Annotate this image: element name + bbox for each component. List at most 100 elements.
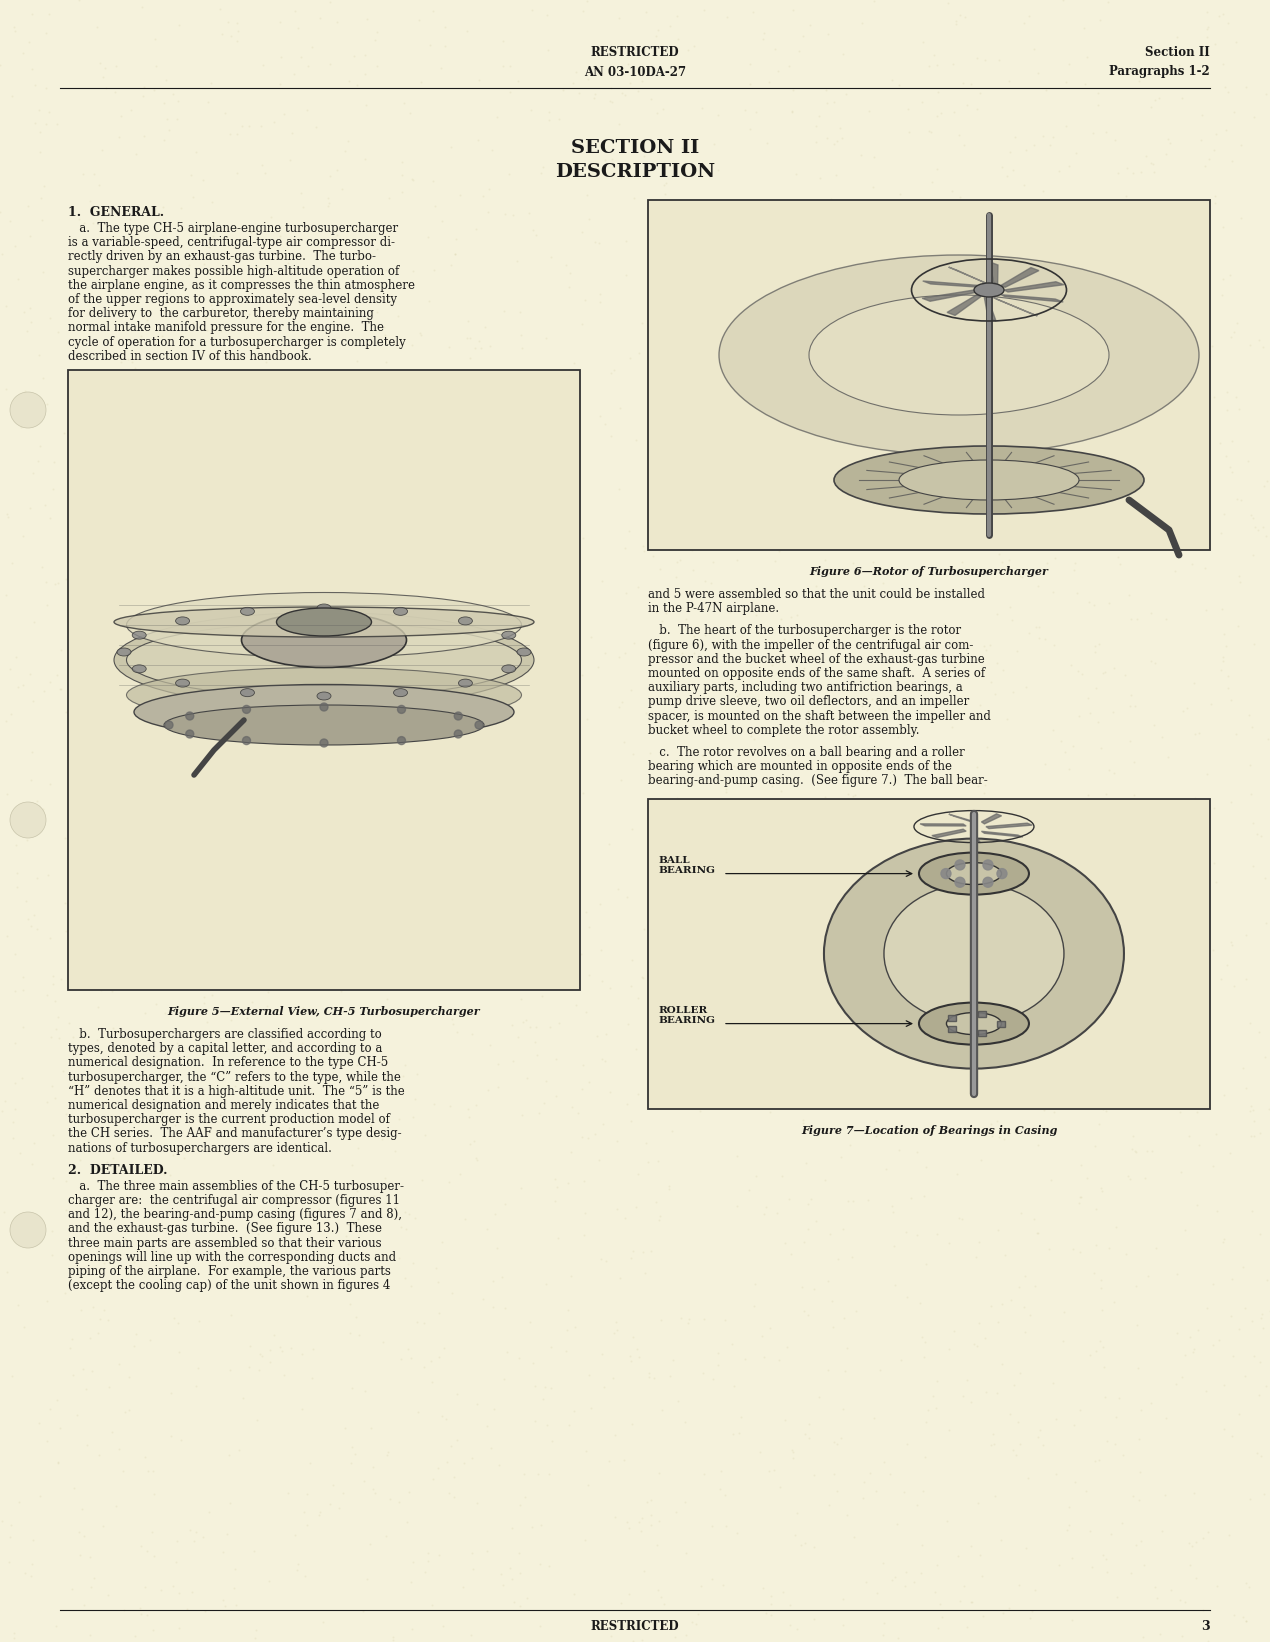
Point <box>83 363 103 389</box>
Point <box>29 1483 50 1509</box>
Point <box>827 672 847 698</box>
Text: openings will line up with the corresponding ducts and: openings will line up with the correspon… <box>69 1251 396 1264</box>
Point <box>1198 762 1218 788</box>
Point <box>48 1003 69 1030</box>
Point <box>340 1450 361 1476</box>
Point <box>424 194 444 220</box>
Point <box>263 716 283 742</box>
Point <box>671 1305 691 1332</box>
Point <box>160 1379 180 1406</box>
Point <box>144 654 164 680</box>
Point <box>447 1427 467 1453</box>
Point <box>911 1560 931 1586</box>
Point <box>431 778 451 805</box>
Point <box>649 1460 669 1486</box>
Point <box>1143 158 1163 184</box>
Point <box>720 1071 740 1097</box>
Point <box>405 1085 425 1112</box>
Point <box>602 146 622 172</box>
Point <box>660 1363 681 1389</box>
Point <box>564 350 584 376</box>
Point <box>773 1578 794 1604</box>
Point <box>248 1222 268 1248</box>
Point <box>593 1110 613 1136</box>
Point <box>258 979 278 1005</box>
Point <box>339 1171 359 1197</box>
Point <box>1231 486 1251 512</box>
Point <box>693 1305 714 1332</box>
Point <box>376 258 396 284</box>
Point <box>338 128 358 154</box>
Point <box>599 1448 620 1475</box>
Point <box>141 1053 161 1079</box>
Point <box>338 1039 358 1066</box>
Point <box>549 107 569 133</box>
Point <box>474 583 494 609</box>
Polygon shape <box>972 832 980 842</box>
Point <box>1140 1391 1161 1417</box>
Point <box>304 828 324 854</box>
Point <box>1133 934 1153 961</box>
Point <box>179 1181 199 1207</box>
Point <box>890 1346 911 1373</box>
Text: numerical designation and merely indicates that the: numerical designation and merely indicat… <box>69 1098 380 1112</box>
Point <box>1224 99 1245 125</box>
Point <box>3 1125 23 1151</box>
Point <box>502 1011 522 1038</box>
Point <box>927 156 947 182</box>
Point <box>639 1363 659 1389</box>
Point <box>620 972 640 998</box>
Point <box>495 586 516 612</box>
Point <box>874 532 894 558</box>
Point <box>667 936 687 962</box>
Point <box>189 813 210 839</box>
Point <box>118 1097 138 1123</box>
Point <box>1210 657 1231 683</box>
Point <box>1069 1397 1090 1424</box>
Point <box>316 1179 337 1205</box>
Point <box>164 635 184 662</box>
Point <box>276 1182 296 1209</box>
Point <box>678 1071 699 1097</box>
Point <box>318 796 338 823</box>
Point <box>122 499 142 525</box>
Point <box>798 709 818 736</box>
Point <box>560 1138 580 1164</box>
Point <box>1176 934 1196 961</box>
Point <box>1029 626 1049 652</box>
Point <box>579 962 599 988</box>
Text: turbosupercharger is the current production model of: turbosupercharger is the current product… <box>69 1113 390 1126</box>
Point <box>838 1187 859 1213</box>
Point <box>761 1603 781 1629</box>
Point <box>949 934 969 961</box>
Text: for delivery to  the carburetor, thereby maintaining: for delivery to the carburetor, thereby … <box>69 307 373 320</box>
Point <box>668 1387 688 1414</box>
Point <box>103 445 123 471</box>
Point <box>156 67 177 94</box>
Point <box>834 1358 855 1384</box>
Point <box>813 708 833 734</box>
Point <box>730 399 751 425</box>
Point <box>1245 631 1265 657</box>
Point <box>489 1452 509 1478</box>
Point <box>839 376 860 402</box>
Point <box>403 1548 423 1575</box>
Point <box>1010 1360 1030 1386</box>
Point <box>913 1478 933 1504</box>
Point <box>1146 1575 1166 1601</box>
Point <box>772 688 792 714</box>
Point <box>1214 621 1234 647</box>
Point <box>1205 182 1226 209</box>
Point <box>1175 1342 1195 1368</box>
Point <box>1044 632 1064 658</box>
Point <box>1156 1406 1176 1432</box>
Point <box>574 1200 594 1227</box>
Point <box>1193 1598 1213 1624</box>
Point <box>988 48 1008 74</box>
Point <box>1077 43 1097 69</box>
Point <box>410 320 431 346</box>
Point <box>974 882 994 908</box>
Point <box>789 240 809 266</box>
Point <box>39 1396 60 1422</box>
Point <box>136 767 156 793</box>
